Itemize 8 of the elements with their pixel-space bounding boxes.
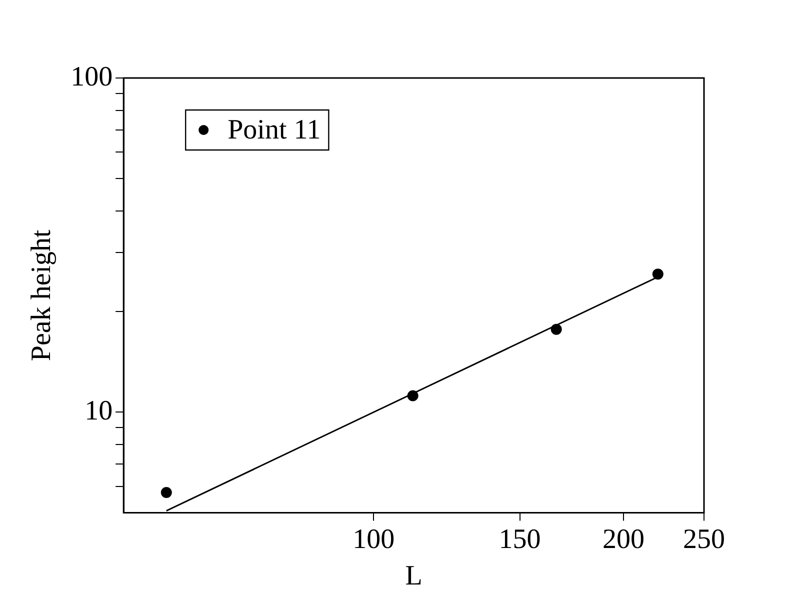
y-axis-title: Peak height xyxy=(26,229,58,362)
x-tick-label: 250 xyxy=(683,524,725,555)
x-tick-label: 200 xyxy=(602,524,645,555)
x-tick-label: 150 xyxy=(498,524,541,555)
x-tick-label: 100 xyxy=(352,524,395,555)
legend-label: Point 11 xyxy=(228,114,321,146)
x-axis-title: L xyxy=(405,560,422,592)
y-tick-label: 10 xyxy=(84,396,113,427)
